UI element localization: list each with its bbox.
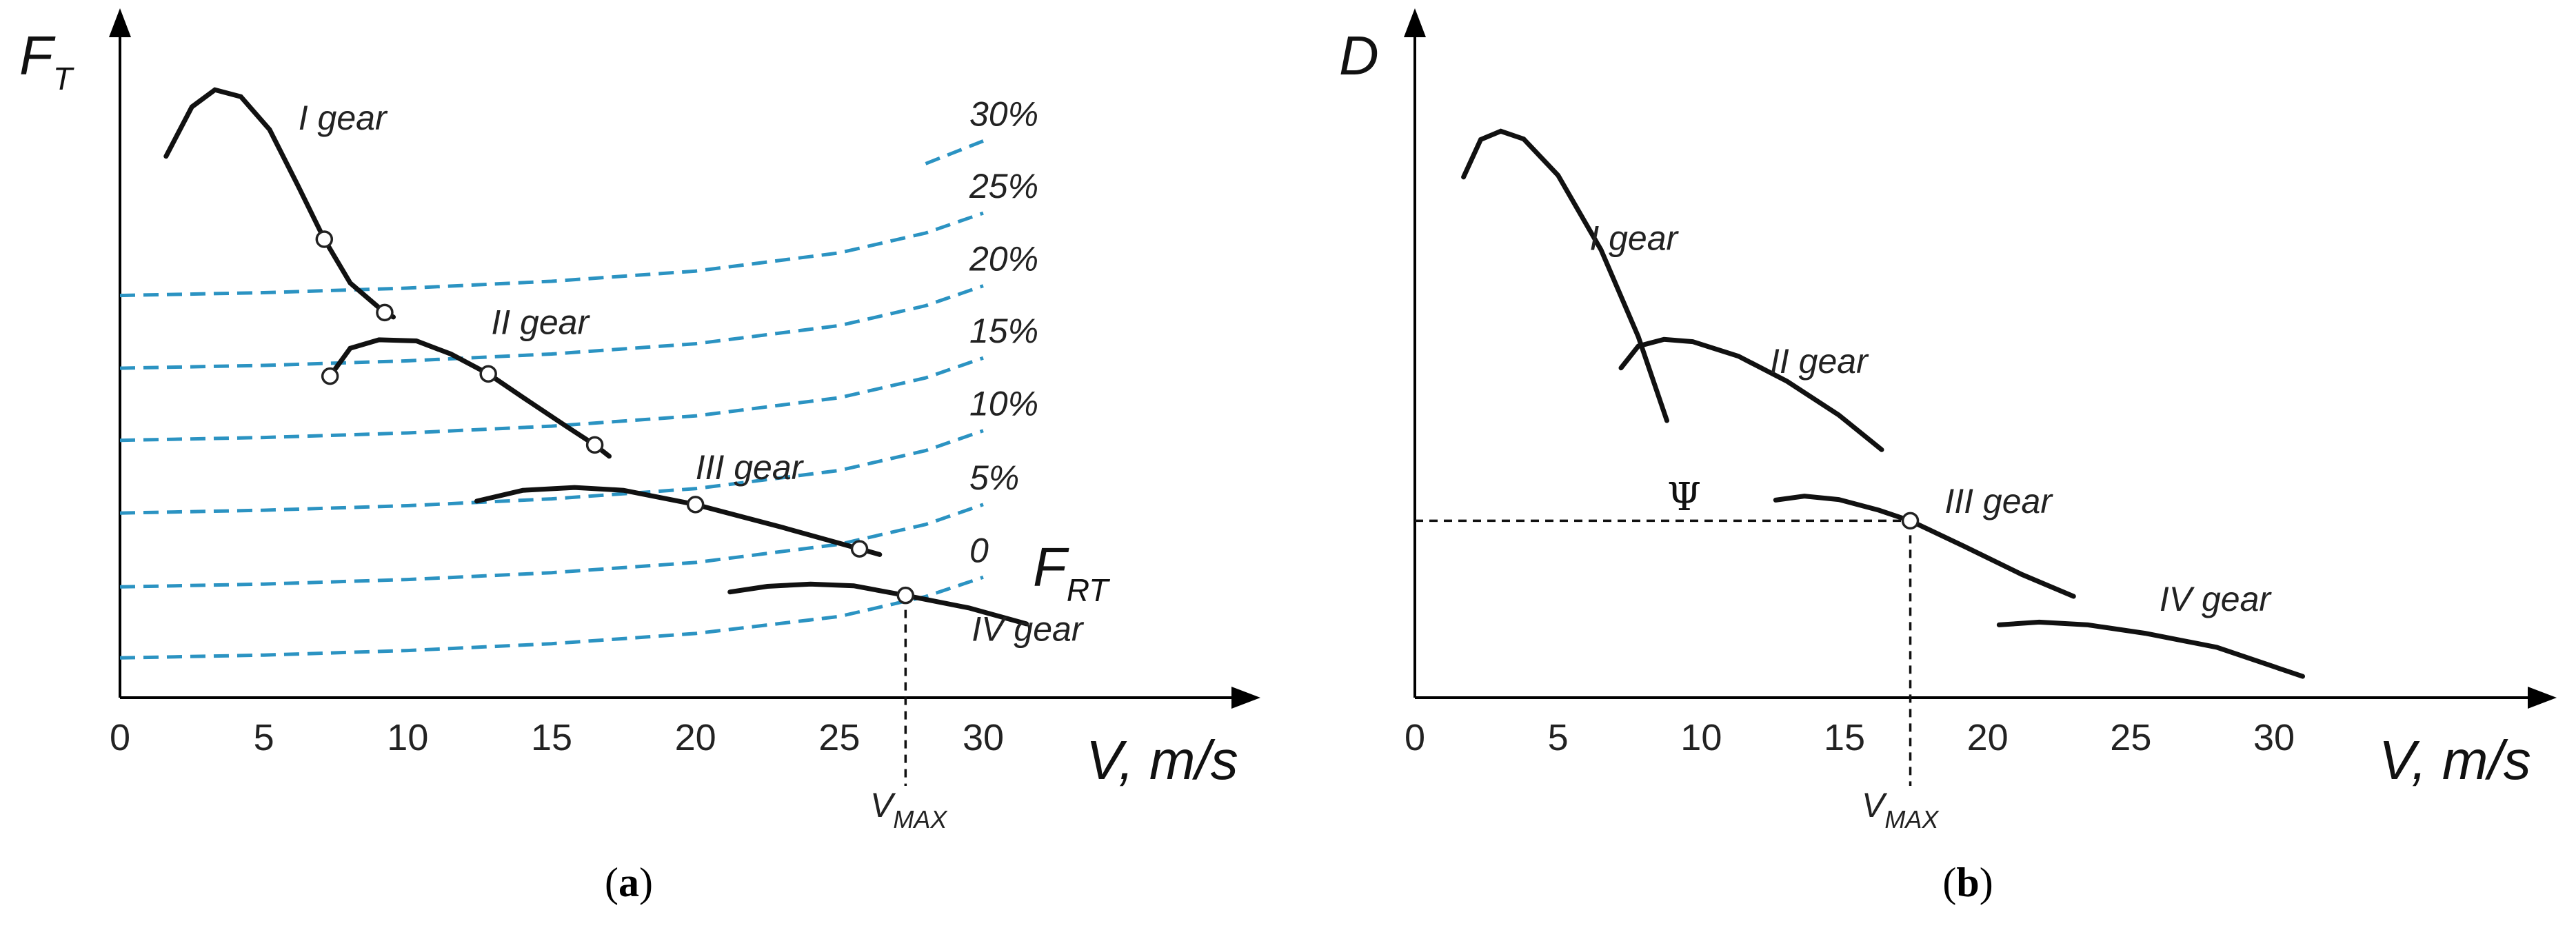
panel-b-intersection-marker [1901, 512, 1920, 530]
panel-b-x-tick-30: 30 [2253, 717, 2295, 758]
panel-a-vmax-label: VMAX [870, 786, 948, 833]
panel-a-grade-curve-0 [119, 575, 984, 660]
panel-b-gear-labels: I gear II gear III gear IV gear [1589, 219, 2272, 618]
panel-a-grade-label-20pct: 20% [969, 240, 1038, 279]
panel-b-gear-curve-iii-gear [1773, 494, 2076, 599]
panel-b-gear-curve-iv-gear [1996, 619, 2305, 679]
panel-a-y-axis-arrow [109, 8, 131, 37]
panel-a-intersection-marker [479, 365, 497, 383]
panel-a-intersection-markers [315, 230, 915, 605]
panel-a-x-axis-arrow [1231, 687, 1260, 709]
panel-a-chart: FT V, m/s 0 5 10 15 20 25 30 0 5% 10% 15% 20% 25% 30… [19, 8, 1260, 905]
panel-b-gear-curve-ii-gear [1618, 336, 1884, 452]
panel-a-intersection-marker [896, 586, 915, 605]
panel-b-vmax-label: VMAX [1862, 786, 1940, 833]
panel-b-x-axis-title: V, m/s [2379, 729, 2531, 791]
panel-b-x-axis-arrow [2528, 687, 2557, 709]
panel-a-gear-label-ii-gear: II gear [491, 303, 590, 342]
panel-a-gear-curve-iv-gear [727, 581, 1029, 627]
panel-b-y-axis-arrow [1404, 8, 1426, 37]
panel-b-gear-curve-i-gear [1461, 128, 1669, 423]
panel-b-gear-label-ii-gear: II gear [1770, 342, 1869, 381]
panel-a-gear-label-iv-gear: IV gear [972, 610, 1085, 649]
panel-a-gear-curve-iii-gear [474, 485, 883, 557]
panel-a-grade-curves [119, 139, 984, 660]
panel-a-gear-curve-ii-gear [328, 337, 612, 459]
panel-b-psi-label: Ψ [1667, 475, 1701, 520]
panel-b-chart: D V, m/s 0 5 10 15 20 25 30 I gear II gear III g… [1339, 8, 2557, 905]
panel-b-intersection-markers [1901, 512, 1920, 530]
panel-a-intersection-marker [585, 436, 604, 454]
panel-a-gear-curve-i-gear [163, 87, 396, 320]
panel-a-intersection-marker [686, 496, 705, 514]
panel-a-x-tick-0: 0 [110, 717, 130, 758]
panel-a-grade-curve-10pct [119, 429, 984, 515]
panel-a-grade-label-25pct: 25% [969, 167, 1038, 205]
panel-a-caption: (a) [605, 860, 653, 905]
panel-b-y-axis-title: D [1339, 25, 1379, 86]
panel-a-grade-curve-15pct [119, 356, 984, 443]
panel-b-gear-label-iii-gear: III gear [1944, 482, 2053, 520]
panel-b-x-tick-15: 15 [1824, 717, 1865, 758]
panel-a-x-tick-20: 20 [675, 717, 716, 758]
panel-a-grade-curve-20pct [119, 284, 984, 370]
panel-a-grade-label-10pct: 10% [969, 385, 1038, 423]
panel-b-gear-curves [1461, 128, 2305, 679]
panel-b-gear-label-iv-gear: IV gear [2160, 580, 2273, 618]
panel-a-resistance-label: FRT [1033, 536, 1110, 608]
panel-b-caption: (b) [1942, 860, 1993, 905]
panel-a-gear-labels: I gear II gear III gear IV gear [299, 99, 1085, 649]
panel-a-intersection-marker [315, 230, 334, 248]
panel-a-x-tick-5: 5 [254, 717, 274, 758]
panel-a-intersection-marker [850, 540, 869, 558]
panel-a-grade-label-0: 0 [969, 531, 989, 569]
panel-a-x-tick-10: 10 [387, 717, 428, 758]
panel-a-gear-label-i-gear: I gear [299, 99, 388, 137]
panel-a-x-tick-30: 30 [963, 717, 1004, 758]
panel-a-x-tick-labels: 0 5 10 15 20 25 30 [110, 717, 1004, 758]
panel-a-x-tick-15: 15 [531, 717, 572, 758]
panel-a-intersection-marker [376, 303, 394, 322]
panel-a-gear-label-iii-gear: III gear [696, 448, 805, 487]
panel-a-grade-label-5pct: 5% [969, 458, 1019, 497]
panel-b-x-tick-20: 20 [1967, 717, 2009, 758]
panel-b-x-tick-5: 5 [1548, 717, 1569, 758]
panel-b-gear-label-i-gear: I gear [1589, 219, 1679, 257]
panel-b-x-tick-10: 10 [1680, 717, 1722, 758]
panel-a-grade-label-30pct: 30% [969, 94, 1038, 133]
panel-a-x-tick-25: 25 [818, 717, 860, 758]
panel-a-grade-labels: 0 5% 10% 15% 20% 25% 30% [969, 94, 1038, 569]
panel-a-intersection-marker [321, 367, 339, 385]
panel-b-x-tick-labels: 0 5 10 15 20 25 30 [1405, 717, 2295, 758]
panel-a-grade-curve-5pct [119, 503, 984, 589]
panel-a-x-axis-title: V, m/s [1086, 729, 1238, 791]
panel-a-grade-curve-25pct [119, 211, 984, 298]
panel-a-grade-curve-30pct [925, 139, 984, 165]
panel-a-grade-label-15pct: 15% [969, 312, 1038, 350]
panel-a-y-axis-title: FT [19, 25, 74, 97]
panel-b-x-tick-25: 25 [2110, 717, 2151, 758]
panel-b-x-tick-0: 0 [1405, 717, 1425, 758]
panel-a-gear-curves [163, 87, 1029, 627]
